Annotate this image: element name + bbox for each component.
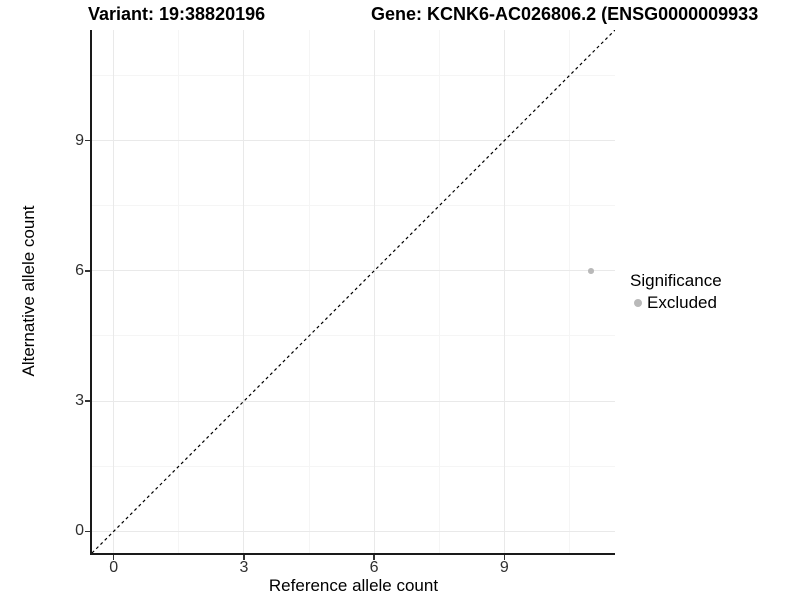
- x-axis-title: Reference allele count: [268, 576, 439, 595]
- data-point: [588, 268, 594, 274]
- y-tick-label: 9: [75, 131, 84, 149]
- x-tick-mark: [373, 555, 375, 560]
- plot-panel: [92, 30, 615, 553]
- gridline-h: [92, 270, 615, 272]
- x-tick-label: 9: [499, 559, 509, 576]
- y-axis-line: [90, 30, 92, 555]
- legend-title: Significance: [630, 271, 722, 290]
- gridline-h: [92, 140, 615, 142]
- gridline-v: [243, 30, 245, 553]
- legend: Significance Excluded: [630, 271, 722, 313]
- identity-line: [92, 30, 615, 553]
- gridline-h: [92, 530, 615, 532]
- gridline-h: [92, 335, 615, 337]
- x-tick-mark: [112, 555, 115, 560]
- identity-line-layer: [92, 30, 615, 553]
- legend-point-swatch-icon: [634, 299, 642, 307]
- gene-title: Gene: KCNK6-AC026806.2 (ENSG0000009933: [371, 4, 759, 24]
- y-tick-mark: [85, 270, 90, 272]
- gridline-h: [92, 465, 615, 467]
- y-tick-mark: [85, 139, 90, 142]
- gridline-v: [113, 30, 115, 553]
- y-tick-label: 3: [75, 392, 84, 410]
- gridline-v: [373, 30, 375, 553]
- gridline-h: [92, 75, 615, 77]
- x-tick-label: 6: [369, 559, 379, 576]
- x-tick-label: 3: [239, 559, 249, 576]
- gridline-v: [568, 30, 570, 553]
- y-tick-label: 6: [75, 261, 84, 279]
- gridline-v: [503, 30, 505, 553]
- variant-title: Variant: 19:38820196: [88, 4, 266, 24]
- y-tick-mark: [85, 530, 90, 533]
- gridline-v: [438, 30, 440, 553]
- legend-item-excluded: Excluded: [634, 293, 722, 313]
- y-axis-title: Alternative allele count: [19, 205, 38, 377]
- x-tick-mark: [503, 555, 506, 560]
- x-axis-line: [90, 553, 615, 555]
- gridline-h: [92, 205, 615, 207]
- y-tick-label: 0: [75, 522, 84, 540]
- y-tick-mark: [85, 400, 90, 402]
- gridline-v: [308, 30, 310, 553]
- x-tick-label: 0: [109, 559, 119, 576]
- gridline-h: [92, 400, 615, 402]
- gridline-v: [178, 30, 180, 553]
- legend-item-label: Excluded: [647, 293, 717, 312]
- x-tick-mark: [243, 555, 245, 560]
